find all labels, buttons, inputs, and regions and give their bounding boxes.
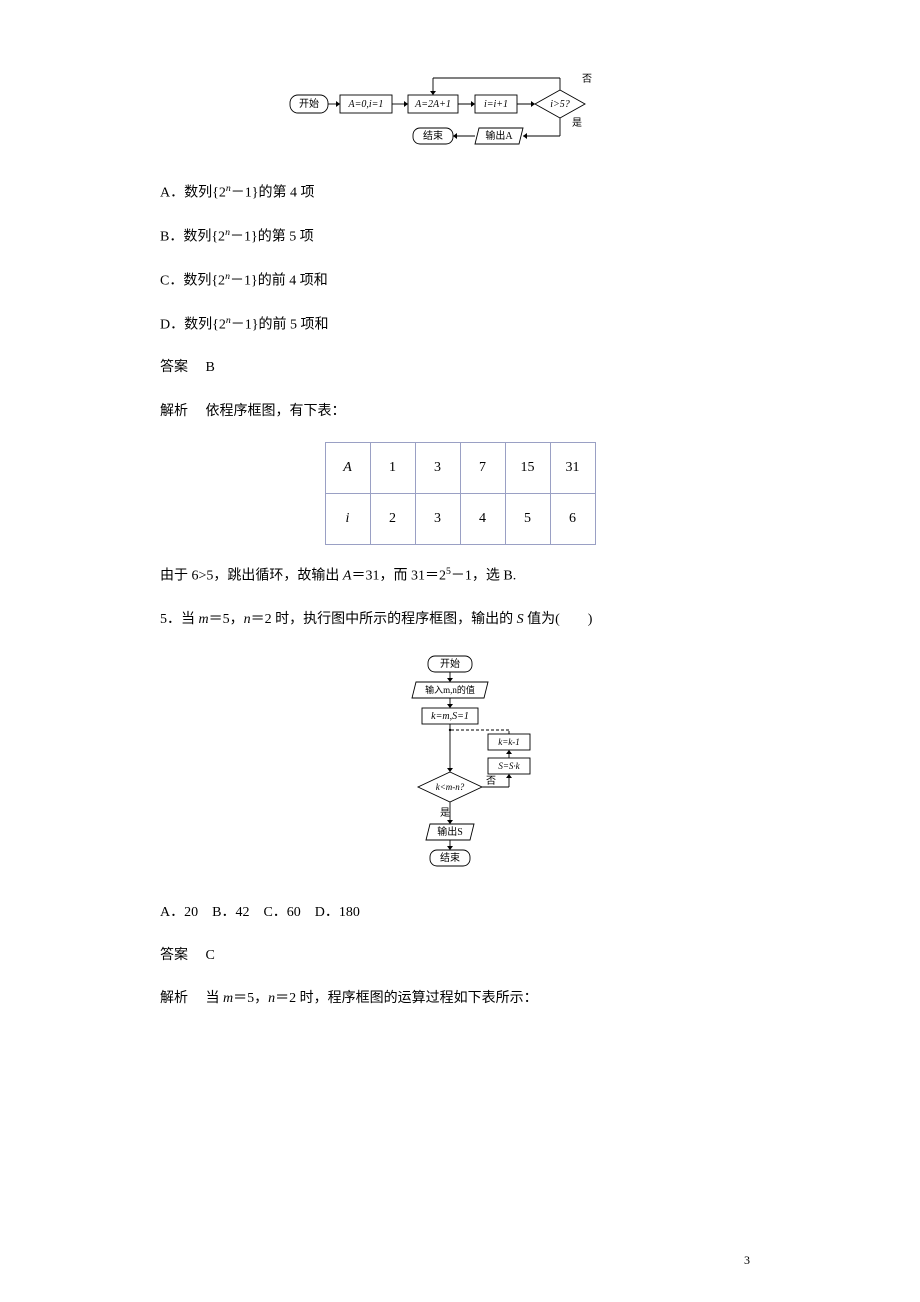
table-cell: 1 <box>370 442 415 493</box>
fc2-yes: 是 <box>440 807 450 819</box>
table-cell: A <box>325 442 370 493</box>
fc1-end: 结束 <box>423 129 443 142</box>
fc2-end: 结束 <box>440 851 460 864</box>
table-cell: 31 <box>550 442 595 493</box>
fc1-start: 开始 <box>299 97 319 110</box>
q4-answer: 答案 B <box>160 355 760 380</box>
table-cell: 3 <box>415 442 460 493</box>
fc1-yes: 是 <box>572 117 582 129</box>
q5-answer: 答案 C <box>160 943 760 968</box>
q5-stem: 5．当 m＝5，n＝2 时，执行图中所示的程序框图，输出的 S 值为( ) <box>160 607 760 632</box>
table-cell: 4 <box>460 493 505 544</box>
fc1-init: A=0,i=1 <box>348 99 384 110</box>
fc2-out: 输出S <box>437 825 463 838</box>
table-cell: 15 <box>505 442 550 493</box>
q5-explain: 解析 当 m＝5，n＝2 时，程序框图的运算过程如下表所示： <box>160 986 760 1011</box>
fc1-no: 否 <box>582 73 592 85</box>
table-cell: 2 <box>370 493 415 544</box>
fc1-calc: A=2A+1 <box>414 99 451 110</box>
fc2-start: 开始 <box>440 657 460 670</box>
table-cell: 7 <box>460 442 505 493</box>
q4-answer-value: B <box>206 360 215 375</box>
fc2-dec: k<m-n? <box>436 782 465 792</box>
q4-option-c: C．数列{2n－1}的前 4 项和 <box>160 268 760 294</box>
explain-label: 解析 <box>160 399 188 424</box>
answer-label: 答案 <box>160 355 188 380</box>
fc2-mult: S=S·k <box>498 761 520 771</box>
q4-trace-table: A 1 3 7 15 31 i 2 3 4 5 6 <box>325 442 596 545</box>
table-cell: i <box>325 493 370 544</box>
answer-label: 答案 <box>160 943 188 968</box>
fc2-input: 输入m,n的值 <box>425 684 475 695</box>
fc1-inc: i=i+1 <box>484 99 508 110</box>
q4-flowchart: 开始 A=0,i=1 A=2A+1 i=i+1 i>5? 否 是 <box>280 60 640 160</box>
q4-option-b: B．数列{2n－1}的第 5 项 <box>160 224 760 250</box>
q5-explain-text: 当 m＝5，n＝2 时，程序框图的运算过程如下表所示： <box>206 991 538 1006</box>
q5-answer-value: C <box>206 948 215 963</box>
q5-options: A．20 B．42 C．60 D．180 <box>160 900 760 925</box>
fc2-no: 否 <box>486 775 496 787</box>
fc1-out: 输出A <box>485 129 513 142</box>
q4-explain-intro-text: 依程序框图，有下表： <box>206 404 346 419</box>
q4-explain-intro: 解析 依程序框图，有下表： <box>160 399 760 424</box>
q5-flowchart: 开始 输入m,n的值 k=m,S=1 k<m-n? 否 S=S·k <box>370 650 550 880</box>
fc2-decr: k=k-1 <box>498 737 520 747</box>
table-cell: 5 <box>505 493 550 544</box>
explain-label: 解析 <box>160 986 188 1011</box>
table-row: A 1 3 7 15 31 <box>325 442 595 493</box>
fc2-init: k=m,S=1 <box>431 711 469 722</box>
q4-option-d: D．数列{2n－1}的前 5 项和 <box>160 312 760 338</box>
page-number: 3 <box>744 1250 750 1272</box>
table-cell: 6 <box>550 493 595 544</box>
q4-explain-conclusion: 由于 6>5，跳出循环，故输出 A＝31，而 31＝25－1，选 B. <box>160 563 760 589</box>
fc1-dec: i>5? <box>550 99 570 110</box>
q4-option-a: A．数列{2n－1}的第 4 项 <box>160 180 760 206</box>
table-cell: 3 <box>415 493 460 544</box>
table-row: i 2 3 4 5 6 <box>325 493 595 544</box>
